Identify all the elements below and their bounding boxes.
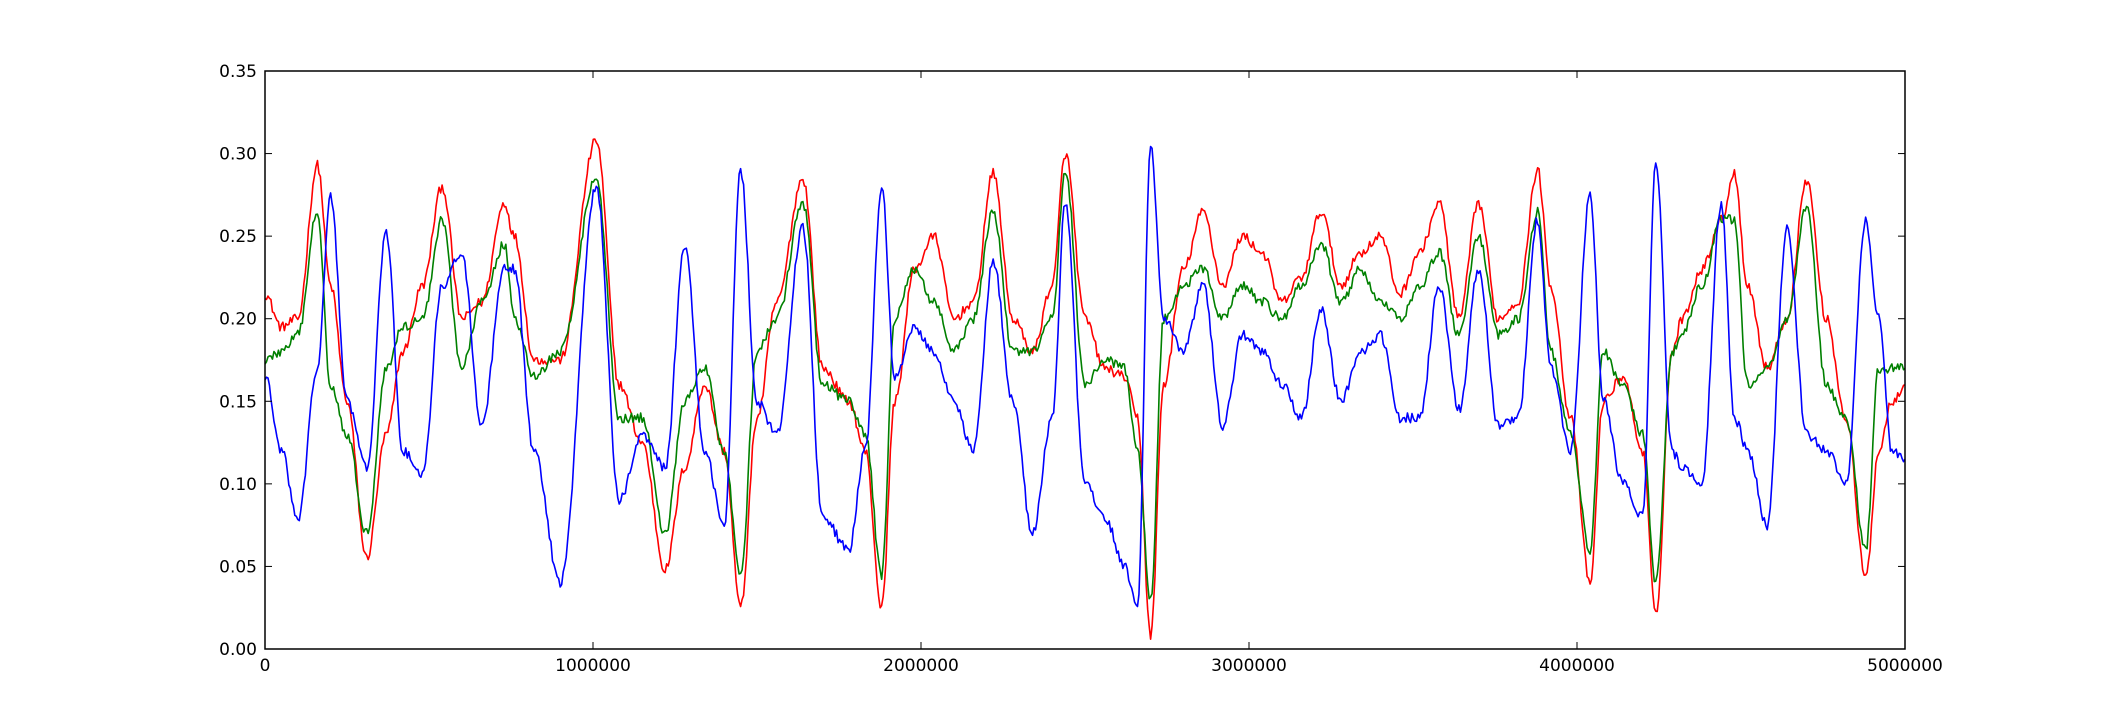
y-tick-label: 0.15 — [219, 392, 257, 412]
y-tick-label: 0.35 — [219, 62, 257, 82]
x-tick-label: 4000000 — [1539, 656, 1615, 676]
x-tick-label: 1000000 — [555, 656, 631, 676]
series-line-1 — [264, 138, 1906, 641]
x-tick-label: 5000000 — [1867, 656, 1943, 676]
y-tick-label: 0.25 — [219, 227, 257, 247]
x-tick-label: 0 — [260, 656, 271, 676]
y-tick-label: 0.10 — [219, 475, 257, 495]
y-tick-label: 0.00 — [219, 640, 257, 660]
plot-frame — [264, 70, 1906, 650]
y-tick-label: 0.30 — [219, 145, 257, 165]
ticks-layer: 0 1000000 2000000 3000000 4000000 5000000 0.00… — [219, 62, 1943, 676]
y-tick-label: 0.20 — [219, 310, 257, 330]
x-tick-label: 2000000 — [883, 656, 959, 676]
series-line-3 — [264, 145, 1906, 608]
y-tick-label: 0.05 — [219, 557, 257, 577]
x-tick-label: 3000000 — [1211, 656, 1287, 676]
series-line-2 — [264, 172, 1906, 600]
series-layer — [264, 138, 1906, 641]
